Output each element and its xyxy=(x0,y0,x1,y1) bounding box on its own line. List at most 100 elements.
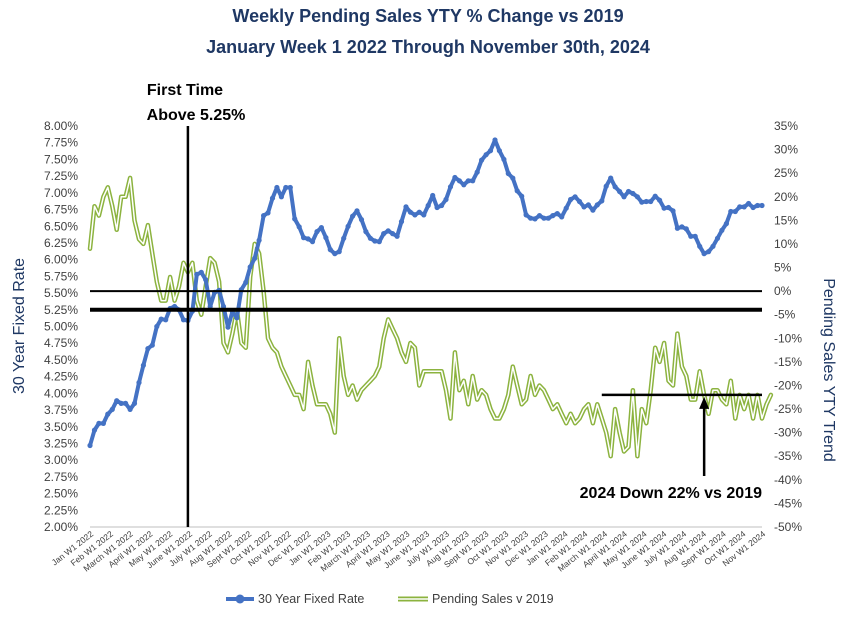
fixed-rate-point xyxy=(123,400,129,406)
left-tick-label: 3.50% xyxy=(44,420,78,434)
right-tick-label: -25% xyxy=(774,402,802,416)
fixed-rate-point xyxy=(603,183,609,189)
fixed-rate-point xyxy=(528,215,534,221)
right-tick-label: -30% xyxy=(774,426,802,440)
fixed-rate-point xyxy=(443,196,449,203)
fixed-rate-point xyxy=(140,362,146,368)
left-tick-label: 6.75% xyxy=(44,203,78,217)
fixed-rate-point xyxy=(305,236,311,242)
fixed-rate-point xyxy=(474,169,480,175)
fixed-rate-point xyxy=(519,193,525,199)
fixed-rate-point xyxy=(585,202,592,208)
left-axis-title: 30 Year Fixed Rate xyxy=(11,258,28,394)
left-tick-label: 7.75% xyxy=(44,136,78,150)
right-tick-label: 30% xyxy=(774,143,798,157)
fixed-rate-point xyxy=(625,188,632,195)
fixed-rate-point xyxy=(225,324,231,330)
fixed-rate-point xyxy=(576,198,583,205)
fixed-rate-point xyxy=(479,157,485,163)
left-tick-label: 3.75% xyxy=(44,403,78,417)
right-tick-label: -40% xyxy=(774,473,802,487)
right-tick-label: 10% xyxy=(774,237,798,251)
fixed-rate-point xyxy=(501,156,507,162)
fixed-rate-point xyxy=(617,188,623,195)
fixed-rate-point xyxy=(465,178,471,184)
left-tick-label: 3.25% xyxy=(44,436,78,450)
fixed-rate-point xyxy=(131,400,138,406)
down-22-annotation: 2024 Down 22% vs 2019 xyxy=(580,485,762,502)
fixed-rate-point xyxy=(314,229,320,235)
fixed-rate-point xyxy=(261,213,267,219)
fixed-rate-point xyxy=(367,235,373,241)
left-tick-label: 4.50% xyxy=(44,353,78,367)
fixed-rate-point xyxy=(728,208,734,215)
fixed-rate-point xyxy=(403,204,409,210)
right-tick-label: 0% xyxy=(774,284,792,298)
fixed-rate-point xyxy=(372,238,378,244)
fixed-rate-point xyxy=(318,225,324,231)
fixed-rate-point xyxy=(523,212,529,218)
fixed-rate-point xyxy=(634,194,641,200)
fixed-rate-point xyxy=(737,204,743,210)
fixed-rate-point xyxy=(683,226,689,232)
fixed-rate-point xyxy=(136,380,142,386)
fixed-rate-point xyxy=(723,221,730,227)
fixed-rate-point xyxy=(180,317,187,323)
fixed-rate-point xyxy=(247,264,253,270)
right-tick-label: 25% xyxy=(774,166,798,180)
fixed-rate-point xyxy=(674,225,681,231)
fixed-rate-point xyxy=(483,152,489,158)
fixed-rate-point xyxy=(630,190,636,197)
fixed-rate-point xyxy=(572,194,578,200)
left-tick-label: 6.00% xyxy=(44,253,78,267)
fixed-rate-point xyxy=(688,233,694,239)
right-tick-label: -50% xyxy=(774,520,802,534)
arrow-up-icon xyxy=(699,396,710,409)
right-axis-title: Pending Sales YTY Trend xyxy=(820,278,837,462)
fixed-rate-point xyxy=(265,210,271,216)
fixed-rate-point xyxy=(194,271,200,277)
fixed-rate-point xyxy=(719,227,725,233)
fixed-rate-point xyxy=(754,202,761,209)
fixed-rate-point xyxy=(376,239,382,245)
fixed-rate-point xyxy=(105,411,111,417)
fixed-rate-point xyxy=(487,148,494,154)
fixed-rate-point xyxy=(447,184,454,190)
fixed-rate-point xyxy=(452,174,458,181)
fixed-rate-point xyxy=(657,197,663,203)
right-axis-ticks: 35% 30% 25% 20% 15% 10% 5% 0% -5% -10% -15% -20% -25… xyxy=(774,119,802,534)
legend-rate-marker-icon xyxy=(235,594,245,604)
fixed-rate-point xyxy=(394,233,400,239)
fixed-rate-point xyxy=(532,216,538,222)
first-time-annotation-line1: First Time xyxy=(147,82,223,99)
fixed-rate-point xyxy=(701,251,707,257)
right-tick-label: -20% xyxy=(774,378,802,392)
fixed-rate-point xyxy=(590,207,596,213)
fixed-rate-point xyxy=(278,194,284,200)
fixed-rate-point xyxy=(416,209,422,215)
right-tick-label: 35% xyxy=(774,119,798,133)
pending-sales-line-inner xyxy=(89,177,772,457)
fixed-rate-point xyxy=(341,235,347,241)
fixed-rate-point xyxy=(292,216,298,222)
right-tick-label: 5% xyxy=(774,261,792,275)
fixed-rate-point xyxy=(332,251,338,257)
fixed-rate-point xyxy=(492,137,498,143)
fixed-rate-point xyxy=(759,202,765,209)
fixed-rate-point xyxy=(661,205,667,211)
fixed-rate-point xyxy=(714,235,721,241)
left-tick-label: 5.75% xyxy=(44,269,78,283)
fixed-rate-point xyxy=(439,202,445,209)
fixed-rate-point xyxy=(568,196,574,203)
right-tick-label: 20% xyxy=(774,190,798,204)
fixed-rate-point xyxy=(252,255,258,261)
fixed-rate-point xyxy=(203,277,209,283)
left-tick-label: 4.00% xyxy=(44,386,78,400)
fixed-rate-point xyxy=(710,243,716,249)
fixed-rate-point xyxy=(430,192,436,199)
chart-subtitle: January Week 1 2022 Through November 30t… xyxy=(206,37,650,57)
left-tick-label: 7.00% xyxy=(44,186,78,200)
fixed-rate-point xyxy=(243,279,249,285)
fixed-rate-point xyxy=(118,400,124,406)
